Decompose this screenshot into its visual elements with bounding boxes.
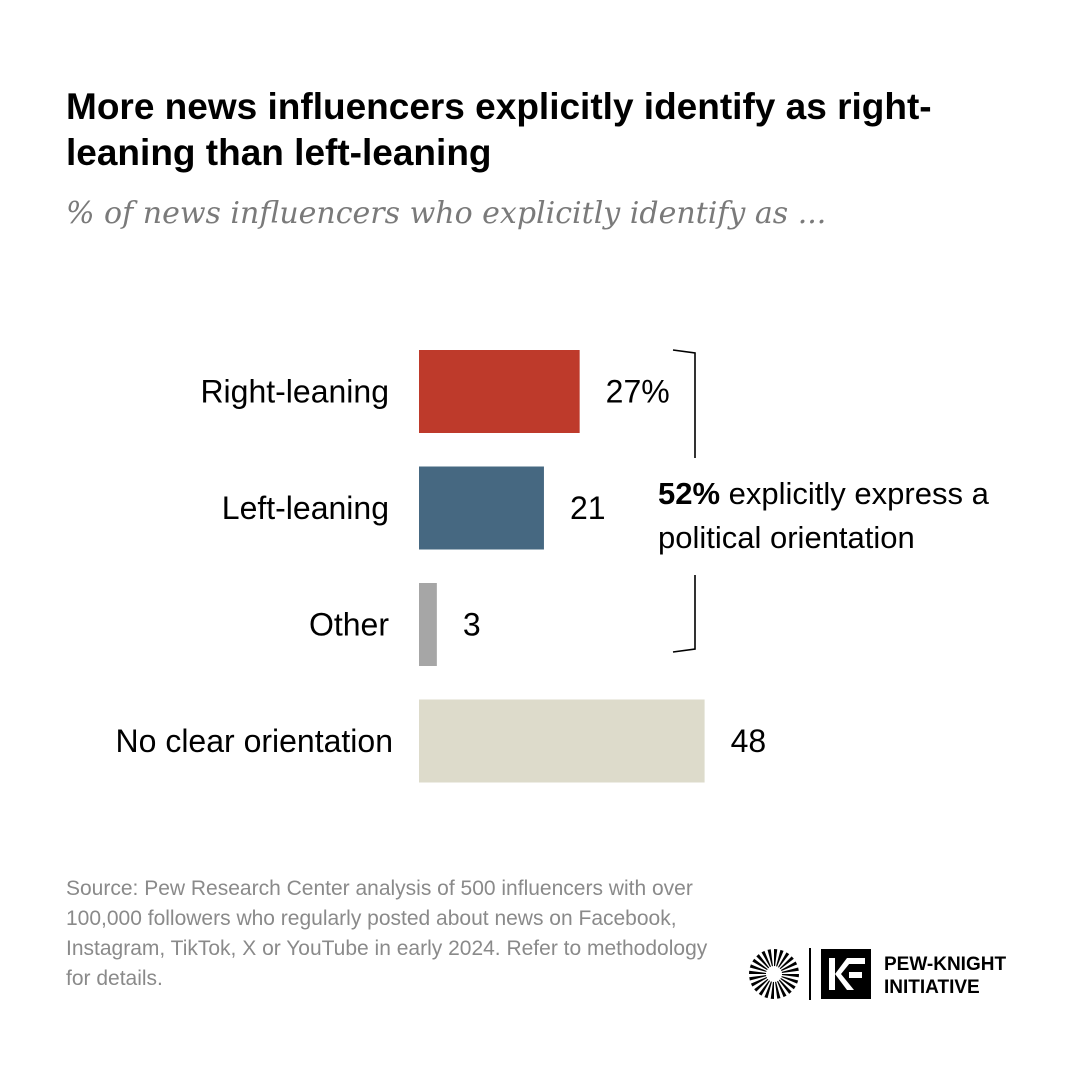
value-label-other: 3	[463, 607, 481, 643]
category-label-right-leaning: Right-leaning	[200, 374, 389, 410]
annotation-percent: 52%	[658, 476, 721, 511]
kf-logo-icon	[821, 949, 871, 999]
logo-divider	[809, 948, 811, 1000]
category-label-left-leaning: Left-leaning	[222, 490, 389, 526]
sunburst-ray	[779, 956, 794, 970]
sunburst-ray	[770, 981, 774, 999]
sunburst-ray	[774, 949, 778, 967]
sunburst-ray	[752, 958, 768, 970]
chart-subtitle: % of news influencers who explicitly ide…	[66, 196, 827, 231]
sunburst-ray	[749, 964, 767, 972]
logo-line-1: PEW-KNIGHT	[884, 954, 1007, 975]
sunburst-ray	[781, 967, 799, 973]
bar-chart: Right-leaning 27% Left-leaning 21 Other 3 No c…	[116, 349, 767, 783]
sunburst-icon	[749, 949, 799, 999]
value-label-left-leaning: 21	[570, 490, 606, 526]
pew-knight-logo	[749, 948, 871, 1000]
sunburst-ray	[758, 980, 770, 996]
category-label-no-clear-orientation: No clear orientation	[116, 723, 393, 759]
sunburst-ray	[754, 978, 769, 992]
logo-wordmark: PEW-KNIGHT INITIATIVE	[884, 953, 1006, 999]
sunburst-ray	[776, 949, 784, 967]
value-label-no-clear-orientation: 48	[731, 723, 767, 759]
sunburst-ray	[749, 970, 767, 974]
bar-left-leaning	[419, 466, 544, 550]
sunburst-ray	[749, 975, 767, 981]
orientation-annotation: 52% explicitly express a political orien…	[658, 472, 1058, 560]
sunburst-ray	[764, 981, 772, 999]
sunburst-ray	[777, 980, 787, 998]
sunburst-ray	[761, 950, 771, 968]
sunburst-ray	[780, 961, 798, 971]
bracket	[672, 349, 696, 653]
sunburst-ray	[781, 974, 799, 978]
category-label-other: Other	[309, 607, 389, 643]
chart-title: More news influencers explicitly identif…	[66, 86, 932, 173]
sunburst-ray	[750, 977, 768, 987]
logo-line-2: INITIATIVE	[884, 977, 980, 998]
source-note: Source: Pew Research Center analysis of …	[66, 877, 708, 990]
sunburst-ray	[778, 979, 792, 994]
sunburst-ray	[778, 952, 790, 968]
value-label-right-leaning: 27%	[606, 374, 670, 410]
bar-right-leaning	[419, 350, 580, 433]
sunburst-ray	[781, 976, 799, 984]
sunburst-ray	[780, 978, 796, 990]
bar-no-clear-orientation	[419, 699, 705, 783]
annotation-text: explicitly express a political orientati…	[658, 476, 989, 555]
sunburst-ray	[775, 981, 781, 999]
bar-other	[419, 583, 437, 666]
sunburst-ray	[756, 954, 770, 969]
sunburst-ray	[767, 949, 773, 967]
